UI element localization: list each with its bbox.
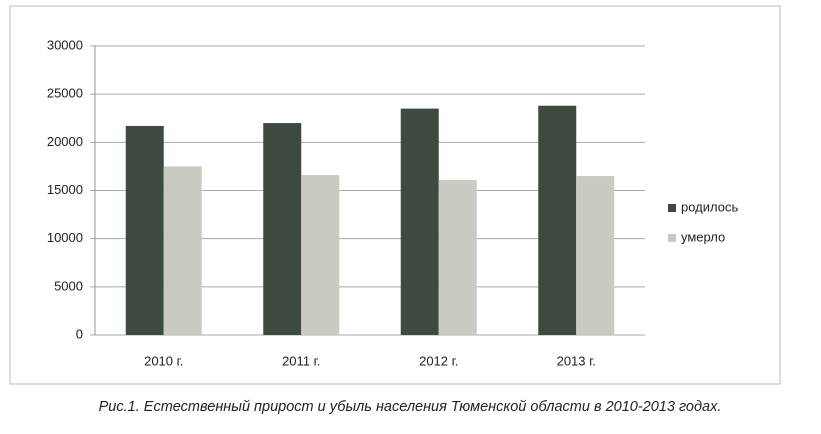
bar: [576, 176, 615, 335]
bar: [125, 125, 164, 335]
bar: [163, 166, 202, 335]
y-tick-label: 10000: [47, 230, 83, 245]
legend-swatch: [668, 204, 676, 212]
y-tick-label: 5000: [54, 278, 83, 293]
caption: Рис.1. Естественный прирост и убыль насе…: [99, 399, 722, 415]
y-tick-label: 0: [76, 326, 83, 341]
bar: [538, 105, 577, 335]
bar: [400, 108, 439, 335]
y-tick-label: 15000: [47, 182, 83, 197]
legend-label: родилось: [681, 199, 738, 214]
x-tick-label: 2010 г.: [144, 353, 183, 368]
y-tick-label: 20000: [47, 134, 83, 149]
x-tick-label: 2011 г.: [282, 353, 320, 368]
chart-frame: [9, 5, 781, 385]
bar: [301, 175, 340, 335]
x-tick-label: 2013 г.: [557, 353, 596, 368]
x-tick-label: 2012 г.: [419, 353, 458, 368]
y-tick-label: 30000: [47, 37, 83, 52]
legend-swatch: [668, 234, 676, 242]
bar: [438, 179, 477, 335]
legend-label: умерло: [681, 229, 725, 244]
y-tick-label: 25000: [47, 86, 83, 101]
bar: [263, 123, 302, 335]
